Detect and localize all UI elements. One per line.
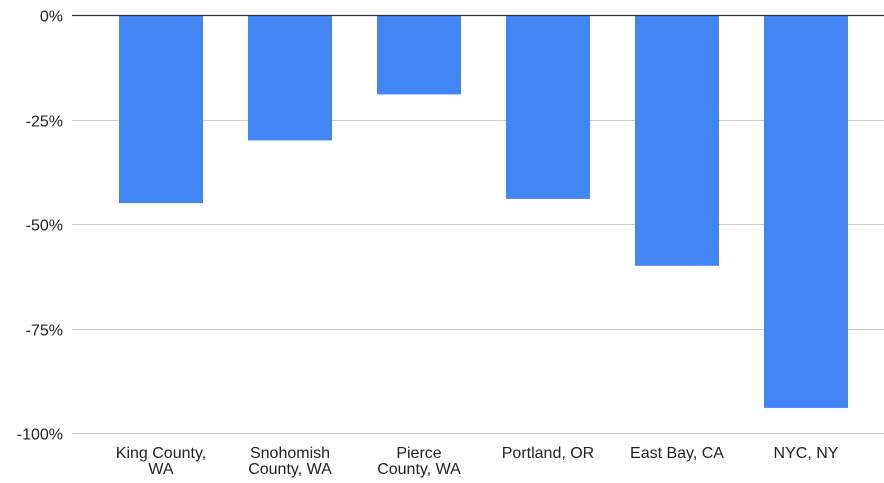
x-category-label-line: NYC, NY: [774, 445, 839, 462]
gridlines: [72, 120, 884, 434]
x-category-label-line: East Bay, CA: [630, 445, 724, 462]
x-category-label: East Bay, CA: [630, 445, 724, 462]
bars: [119, 15, 848, 408]
y-tick-label: -75%: [26, 323, 63, 340]
x-category-label-line: King County,: [116, 445, 206, 462]
x-category-label-line: County, WA: [248, 461, 332, 478]
x-category-label-line: County, WA: [377, 461, 461, 478]
x-category-label: Snohomish County, WA: [248, 445, 332, 478]
y-tick-label: -100%: [17, 427, 63, 444]
bar: [119, 15, 203, 204]
x-category-label-line: WA: [148, 461, 174, 478]
bar: [377, 15, 461, 95]
x-category-label: Portland, OR: [502, 445, 594, 462]
bar: [248, 15, 332, 141]
y-tick-label: -25%: [26, 114, 63, 131]
x-category-label: King County, WA: [116, 445, 206, 478]
bar: [635, 15, 719, 266]
x-category-label-line: Portland, OR: [502, 445, 594, 462]
x-category-label-line: Pierce: [396, 445, 441, 462]
bar: [764, 15, 848, 408]
x-category-label: NYC, NY: [774, 445, 839, 462]
y-tick-label: -50%: [26, 218, 63, 235]
bar: [506, 15, 590, 199]
x-category-label-line: Snohomish: [250, 445, 330, 462]
y-axis-tick-labels: 0% -25% -50% -75% -100%: [17, 9, 63, 444]
x-category-label: Pierce County, WA: [377, 445, 461, 478]
y-tick-label: 0%: [40, 9, 63, 26]
